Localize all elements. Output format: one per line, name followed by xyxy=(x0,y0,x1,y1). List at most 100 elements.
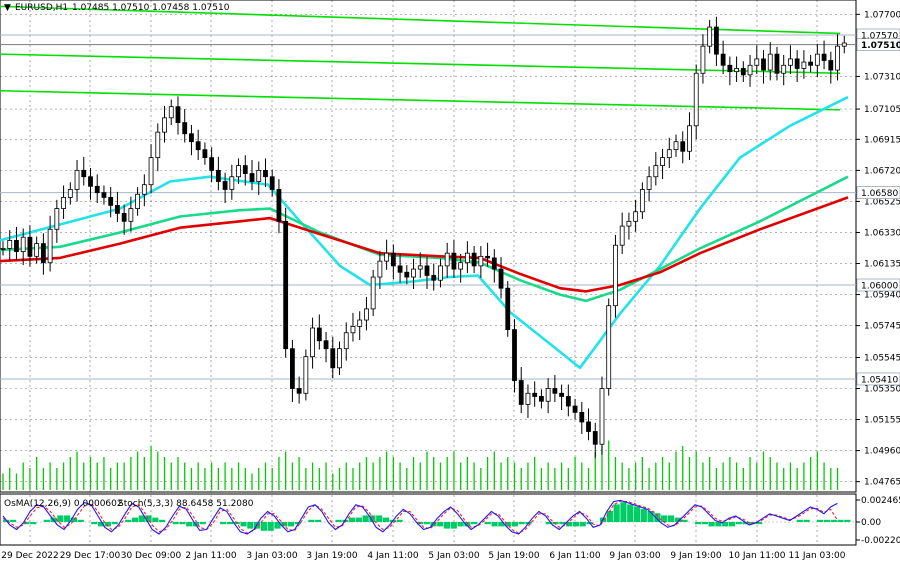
osma-bar xyxy=(579,522,586,527)
candle-body xyxy=(209,157,215,171)
indicator-axis: 0.0024657 0.00 -0.002205 xyxy=(856,496,900,546)
candle-body xyxy=(384,252,390,262)
y-tick-label: 1.06330 xyxy=(864,228,900,238)
price-tag-label: 1.07570 xyxy=(861,32,898,42)
osma-bar xyxy=(57,515,64,522)
candle-body xyxy=(417,265,423,270)
candle-body xyxy=(673,141,679,151)
stoch-signal-line xyxy=(2,500,838,534)
candle-body xyxy=(653,165,659,178)
candle-body xyxy=(27,236,33,257)
osma-bar xyxy=(572,522,580,527)
osma-bar xyxy=(606,511,613,522)
candle-body xyxy=(229,176,235,190)
candle-body xyxy=(761,58,766,71)
candle-body xyxy=(88,176,93,187)
osma-bar xyxy=(23,522,30,525)
price-tag-box xyxy=(856,278,900,292)
x-tick-label: 5 Jan 03:00 xyxy=(428,551,480,561)
osma-bar xyxy=(457,522,464,527)
osma-label: OsMA(12,26,9) 0.0000602 xyxy=(4,499,123,509)
osma-bar xyxy=(30,522,37,525)
candle-body xyxy=(182,122,188,135)
candle-body xyxy=(7,240,13,249)
osma-bar xyxy=(43,519,50,522)
osma-bar xyxy=(633,506,641,522)
osma-bar xyxy=(674,517,681,522)
osma-bar xyxy=(450,522,457,529)
candle-body xyxy=(505,287,511,330)
stochastic-lines xyxy=(2,499,838,535)
candle-body xyxy=(565,396,571,407)
candle-body xyxy=(67,189,73,198)
candle-body xyxy=(464,252,470,264)
x-tick-label: 11 Jan 03:00 xyxy=(789,551,846,561)
candle-body xyxy=(592,431,598,445)
x-tick-label: 30 Dec 09:00 xyxy=(121,551,182,561)
candle-body xyxy=(189,133,194,143)
candle-body xyxy=(202,149,208,159)
candle-body xyxy=(404,271,410,278)
osma-bar xyxy=(620,502,627,522)
osma-bar xyxy=(396,519,403,522)
candle-body xyxy=(34,243,40,257)
osma-bar xyxy=(694,522,702,525)
candle-body xyxy=(162,117,167,133)
indicator-tick-label: 0.0024657 xyxy=(861,496,900,506)
x-tick-label: 3 Jan 03:00 xyxy=(246,551,298,561)
osma-bar xyxy=(756,522,763,525)
candle-body xyxy=(599,388,605,445)
trend-lines xyxy=(0,5,841,111)
osma-bar xyxy=(715,522,722,527)
candle-body xyxy=(491,257,497,270)
candle-body xyxy=(276,189,282,222)
osma-bar xyxy=(437,522,444,527)
osma-bar xyxy=(260,522,267,531)
osma-bar xyxy=(484,522,491,525)
osma-bar xyxy=(131,517,139,522)
candle-body xyxy=(485,255,490,259)
candle-body xyxy=(424,265,430,276)
osma-bar xyxy=(369,515,376,522)
osma-bar xyxy=(382,517,390,522)
candle-body xyxy=(572,405,578,413)
osma-bar xyxy=(491,522,498,527)
candle-body xyxy=(666,149,672,159)
candle-body xyxy=(222,181,228,190)
candle-body xyxy=(841,42,847,47)
candle-body xyxy=(633,211,639,222)
candle-body xyxy=(121,212,127,222)
candle-body xyxy=(774,53,780,74)
candle-body xyxy=(94,185,100,194)
candle-body xyxy=(350,326,356,334)
osma-bar xyxy=(64,515,71,522)
candle-body xyxy=(478,255,484,267)
candle-body xyxy=(108,197,114,206)
candle-body xyxy=(316,327,322,342)
candle-body xyxy=(74,169,80,190)
candles xyxy=(0,16,847,458)
osma-bar xyxy=(220,522,227,525)
candle-body xyxy=(323,340,329,350)
candle-body xyxy=(734,68,739,73)
osma-bar xyxy=(152,517,159,522)
x-tick-label: 3 Jan 19:00 xyxy=(306,551,358,561)
candle-body xyxy=(619,225,625,246)
osma-bar xyxy=(654,513,661,522)
candle-body xyxy=(390,252,396,267)
ma-mid-line xyxy=(0,175,849,303)
osma-bar xyxy=(830,519,837,522)
indicator-tick-label: 0.00 xyxy=(861,518,881,528)
osma-bar xyxy=(362,515,369,522)
candle-body xyxy=(397,265,403,273)
osma-bar xyxy=(511,522,518,527)
candle-body xyxy=(471,252,477,267)
candle-body xyxy=(458,262,464,270)
osma-bar xyxy=(566,522,573,527)
main-plot-frame xyxy=(0,0,857,493)
osma-bar xyxy=(172,522,179,525)
y-tick-label: 1.04960 xyxy=(864,447,900,457)
osma-bar xyxy=(728,522,736,527)
osma-bar xyxy=(376,515,383,522)
